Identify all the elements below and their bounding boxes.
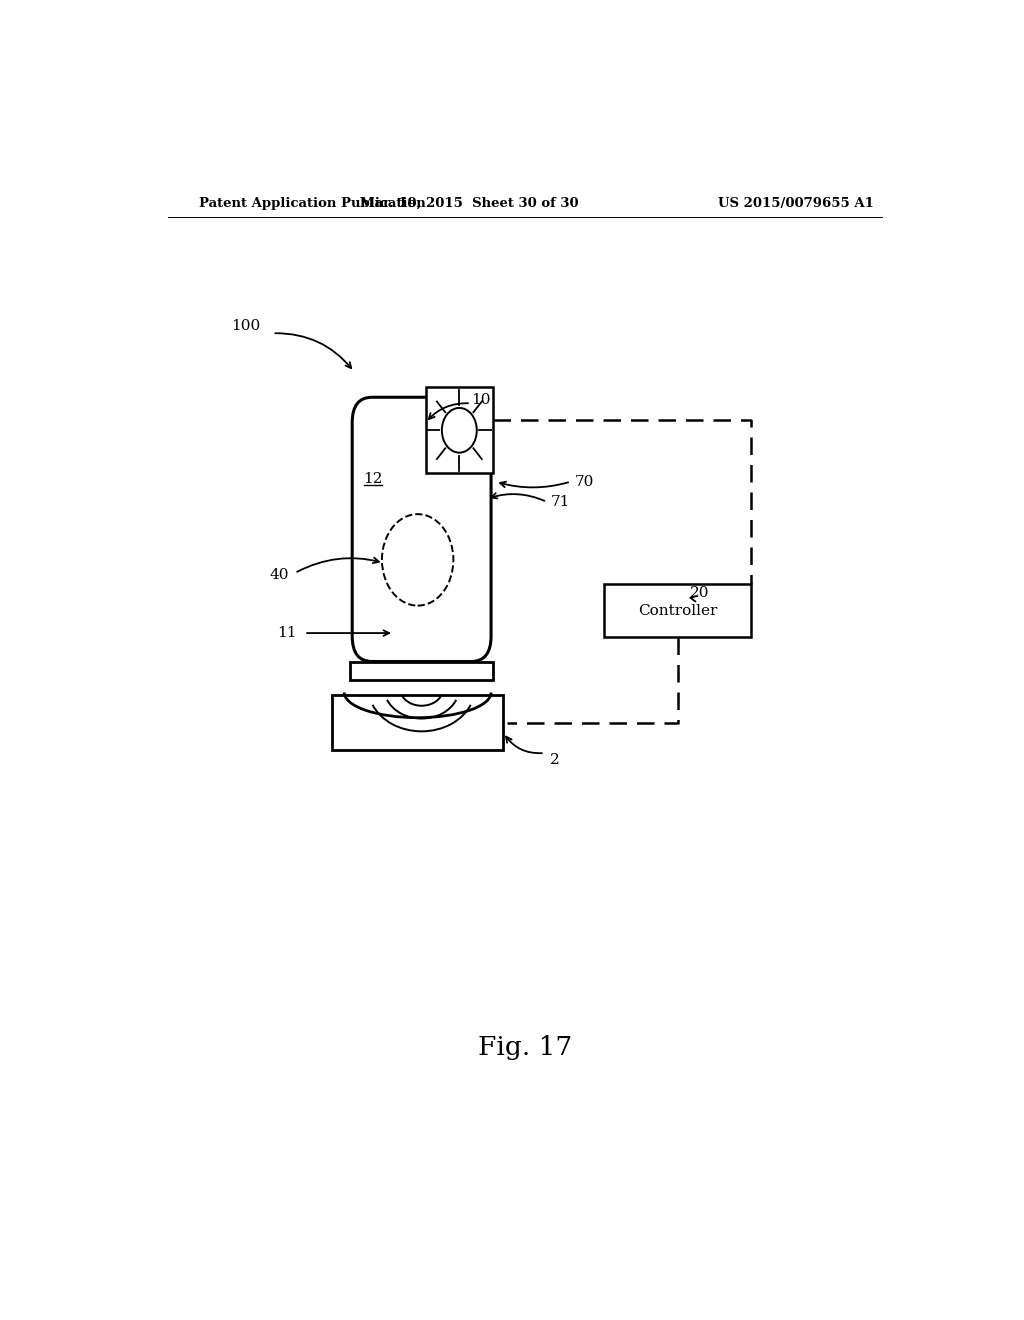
Text: 100: 100	[230, 319, 260, 333]
Text: 2: 2	[550, 754, 560, 767]
Text: 70: 70	[574, 475, 594, 488]
Text: 71: 71	[551, 495, 570, 510]
Text: 40: 40	[269, 568, 289, 582]
FancyBboxPatch shape	[352, 397, 492, 661]
Text: 10: 10	[471, 393, 490, 408]
Bar	[333, 694, 503, 751]
Text: 20: 20	[689, 586, 710, 601]
Text: Mar. 19, 2015  Sheet 30 of 30: Mar. 19, 2015 Sheet 30 of 30	[359, 197, 579, 210]
Text: Fig. 17: Fig. 17	[477, 1035, 572, 1060]
Text: US 2015/0079655 A1: US 2015/0079655 A1	[718, 197, 873, 210]
Text: 11: 11	[276, 626, 297, 640]
Text: Controller: Controller	[638, 603, 717, 618]
Bar	[426, 387, 494, 474]
Text: Patent Application Publication: Patent Application Publication	[200, 197, 426, 210]
Bar	[604, 585, 751, 638]
Bar	[350, 661, 494, 680]
Text: 12: 12	[362, 471, 382, 486]
